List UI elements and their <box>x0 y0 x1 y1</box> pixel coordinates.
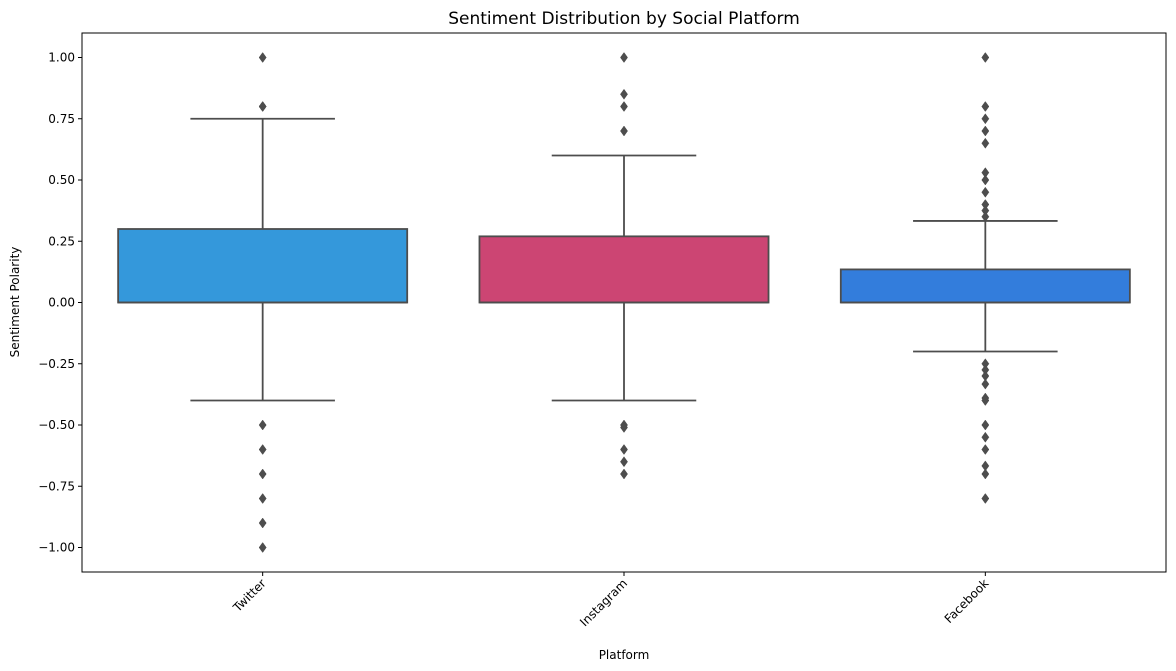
outlier-point <box>981 419 990 431</box>
x-axis-label: Platform <box>599 648 650 662</box>
y-tick-label: 0.50 <box>48 173 75 187</box>
outlier-point <box>258 517 267 529</box>
outlier-point <box>258 52 267 63</box>
outlier-point <box>981 52 990 63</box>
y-tick-label: 0.25 <box>48 234 75 248</box>
outlier-point <box>981 125 990 137</box>
y-tick-label: 1.00 <box>48 51 75 65</box>
outlier-point <box>981 431 990 443</box>
outlier-point <box>981 395 990 406</box>
x-tick-label: Instagram <box>577 576 630 629</box>
outlier-point <box>981 468 990 480</box>
outlier-point <box>620 422 628 433</box>
box-group <box>117 52 409 553</box>
outlier-point <box>258 419 267 431</box>
outlier-point <box>981 378 990 390</box>
outlier-point <box>981 186 990 198</box>
y-tick-label: −0.25 <box>38 357 75 371</box>
x-tick-label: Facebook <box>942 576 992 626</box>
chart-title: Sentiment Distribution by Social Platfor… <box>448 9 800 29</box>
outlier-point <box>981 493 990 504</box>
outlier-point <box>258 444 267 455</box>
iqr-box <box>117 228 409 304</box>
outlier-point <box>620 125 628 137</box>
outlier-point <box>981 113 990 125</box>
outlier-point <box>981 174 990 186</box>
x-axis: Twitter Instagram Facebook <box>230 572 992 629</box>
outlier-point <box>620 468 628 480</box>
outlier-point <box>258 542 267 553</box>
outlier-point <box>981 211 990 223</box>
outlier-point <box>258 101 267 112</box>
outlier-point <box>620 444 628 455</box>
y-axis-label: Sentiment Polarity <box>8 247 22 358</box>
box-group <box>839 52 1131 504</box>
y-tick-label: −0.75 <box>38 479 75 493</box>
outlier-point <box>981 444 990 455</box>
y-tick-label: 0.00 <box>48 296 75 310</box>
outlier-point <box>620 52 628 63</box>
y-axis: 1.00 0.75 0.50 0.25 0.00 −0.25 −0.50 −0.75 −1.00 <box>38 51 82 555</box>
outlier-point <box>258 468 267 480</box>
plot-layer <box>117 52 1131 553</box>
outlier-point <box>258 493 267 504</box>
outlier-point <box>981 101 990 112</box>
y-tick-label: −1.00 <box>38 541 75 555</box>
outlier-point <box>620 101 628 112</box>
y-tick-label: −0.50 <box>38 418 75 432</box>
outlier-point <box>620 456 628 468</box>
outlier-point <box>981 137 990 149</box>
outlier-point <box>620 88 628 100</box>
y-tick-label: 0.75 <box>48 112 75 126</box>
iqr-box <box>478 235 770 304</box>
x-tick-label: Twitter <box>230 576 269 615</box>
iqr-box <box>839 268 1131 304</box>
box-group <box>478 52 770 480</box>
